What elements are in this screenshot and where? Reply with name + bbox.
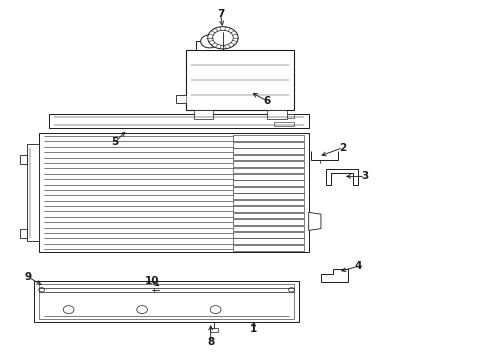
- Bar: [233, 167, 304, 173]
- Bar: [233, 180, 304, 186]
- Text: 3: 3: [362, 171, 368, 181]
- Bar: [233, 193, 304, 199]
- Text: 10: 10: [145, 276, 159, 286]
- Bar: [233, 245, 304, 251]
- Polygon shape: [326, 169, 358, 185]
- Polygon shape: [267, 110, 287, 119]
- Bar: [274, 114, 294, 118]
- Bar: [27, 144, 39, 241]
- Bar: [233, 187, 304, 193]
- Bar: [233, 161, 304, 167]
- Polygon shape: [321, 269, 348, 282]
- Bar: [233, 148, 304, 154]
- Circle shape: [210, 306, 221, 314]
- Circle shape: [208, 27, 238, 49]
- Circle shape: [213, 30, 233, 45]
- Text: 2: 2: [340, 143, 346, 153]
- Circle shape: [201, 35, 219, 48]
- Bar: [233, 142, 304, 148]
- Bar: [186, 50, 294, 110]
- Bar: [233, 225, 304, 231]
- Bar: [233, 174, 304, 180]
- Bar: [233, 232, 304, 238]
- Text: 4: 4: [354, 261, 362, 271]
- Circle shape: [137, 306, 147, 314]
- Polygon shape: [20, 155, 27, 164]
- Text: 9: 9: [25, 272, 32, 282]
- Text: 6: 6: [264, 96, 270, 106]
- Text: 1: 1: [250, 324, 257, 334]
- Bar: [34, 281, 299, 322]
- Bar: [274, 122, 294, 126]
- Bar: [233, 219, 304, 225]
- Polygon shape: [20, 229, 27, 238]
- Text: 8: 8: [207, 337, 214, 347]
- Polygon shape: [311, 151, 338, 160]
- Bar: [233, 238, 304, 244]
- Bar: [210, 328, 218, 332]
- Bar: [233, 213, 304, 219]
- Bar: [49, 114, 309, 128]
- Bar: [233, 155, 304, 161]
- Text: 7: 7: [217, 9, 224, 19]
- Text: 5: 5: [112, 137, 119, 147]
- Polygon shape: [176, 95, 186, 103]
- Bar: [39, 133, 309, 252]
- Bar: [39, 284, 294, 319]
- Circle shape: [63, 306, 74, 314]
- Polygon shape: [309, 212, 321, 230]
- Polygon shape: [194, 110, 213, 119]
- Bar: [233, 200, 304, 206]
- Bar: [233, 135, 304, 141]
- Bar: [196, 41, 223, 50]
- Bar: [233, 206, 304, 212]
